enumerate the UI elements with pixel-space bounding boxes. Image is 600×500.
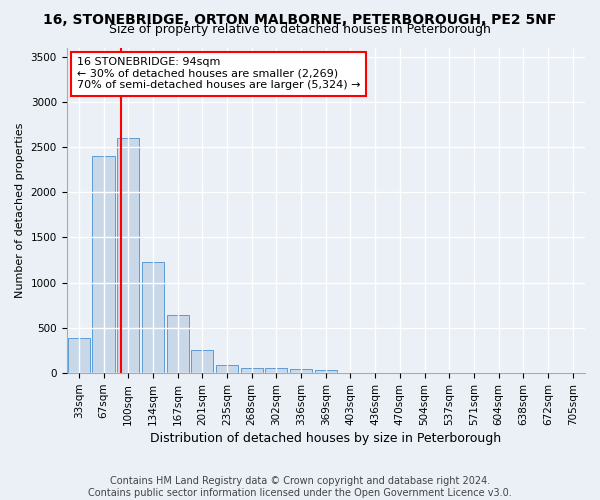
Bar bbox=[142, 262, 164, 373]
Bar bbox=[290, 369, 312, 373]
Text: 16, STONEBRIDGE, ORTON MALBORNE, PETERBOROUGH, PE2 5NF: 16, STONEBRIDGE, ORTON MALBORNE, PETERBO… bbox=[43, 12, 557, 26]
X-axis label: Distribution of detached houses by size in Peterborough: Distribution of detached houses by size … bbox=[150, 432, 502, 445]
Bar bbox=[117, 138, 139, 373]
Text: 16 STONEBRIDGE: 94sqm
← 30% of detached houses are smaller (2,269)
70% of semi-d: 16 STONEBRIDGE: 94sqm ← 30% of detached … bbox=[77, 58, 361, 90]
Text: Contains HM Land Registry data © Crown copyright and database right 2024.
Contai: Contains HM Land Registry data © Crown c… bbox=[88, 476, 512, 498]
Bar bbox=[216, 364, 238, 373]
Bar bbox=[167, 316, 189, 373]
Bar bbox=[68, 338, 90, 373]
Bar bbox=[241, 368, 263, 373]
Y-axis label: Number of detached properties: Number of detached properties bbox=[15, 122, 25, 298]
Bar bbox=[191, 350, 214, 373]
Bar bbox=[92, 156, 115, 373]
Text: Size of property relative to detached houses in Peterborough: Size of property relative to detached ho… bbox=[109, 22, 491, 36]
Bar bbox=[314, 370, 337, 373]
Bar bbox=[265, 368, 287, 373]
